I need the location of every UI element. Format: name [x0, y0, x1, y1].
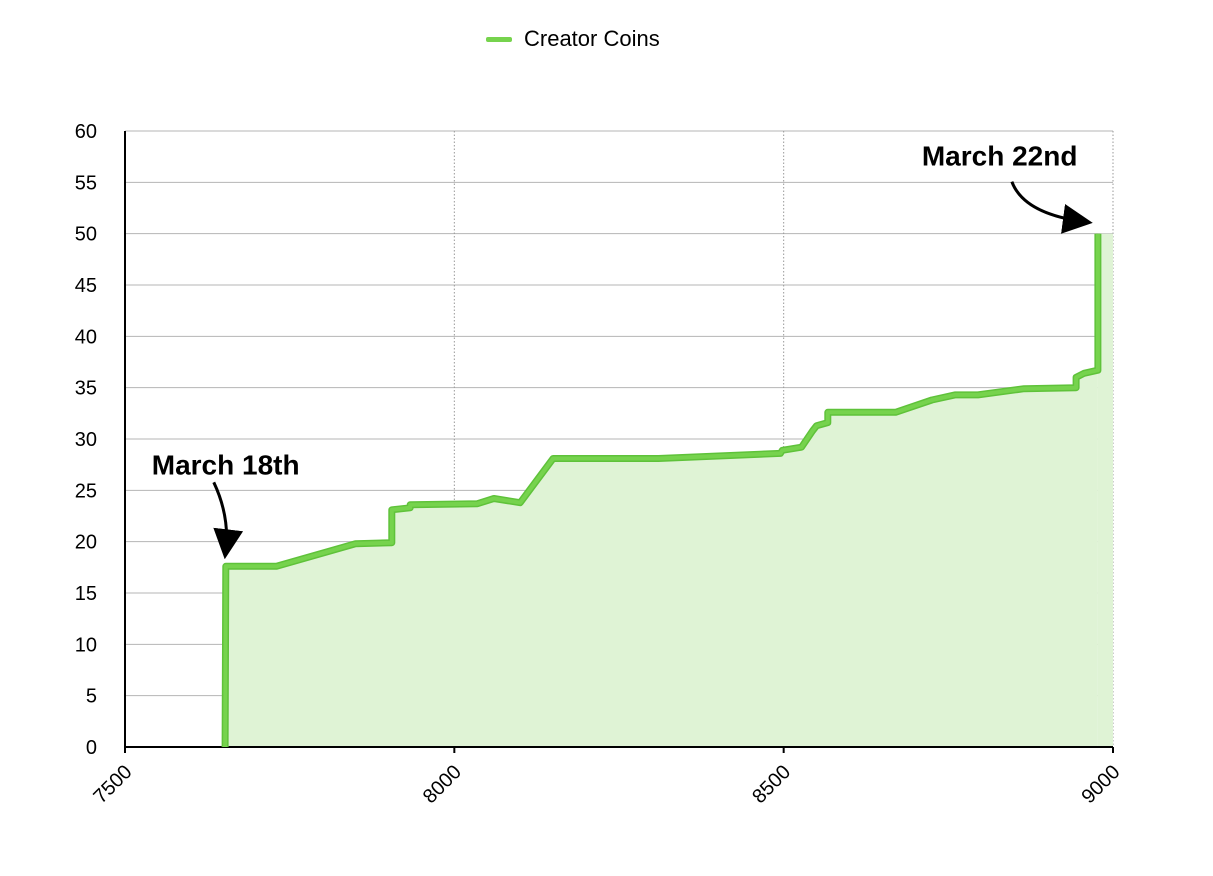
- x-tick-label: 8000: [419, 761, 466, 808]
- y-tick-label: 35: [75, 378, 97, 400]
- annotation-arrow-march-22nd: [1010, 181, 1093, 234]
- legend-swatch-creator-coins: [486, 36, 512, 42]
- y-tick-label: 0: [86, 737, 97, 759]
- x-tick-label: 9000: [1078, 761, 1125, 808]
- y-tick-label: 25: [75, 480, 97, 502]
- annotation-march-18th: March 18th: [152, 449, 300, 480]
- x-tick-label: 8500: [748, 761, 795, 808]
- y-tick-label: 50: [75, 224, 97, 246]
- annotation-arrow-march-18th: [212, 481, 244, 560]
- y-tick-label: 55: [75, 172, 97, 194]
- y-tick-label: 30: [75, 429, 97, 451]
- y-tick-label: 45: [75, 275, 97, 297]
- legend: Creator Coins: [486, 24, 660, 54]
- x-tick-label: 7500: [90, 761, 137, 808]
- y-tick-label: 60: [75, 121, 97, 143]
- series-line-creator-coins: [223, 233, 1100, 748]
- legend-label-creator-coins: Creator Coins: [524, 26, 660, 51]
- area-fill: [225, 233, 1098, 747]
- annotation-march-22nd: March 22nd: [922, 141, 1078, 172]
- y-tick-label: 5: [86, 686, 97, 708]
- area-fill-edge: [1097, 233, 1113, 747]
- y-tick-label: 20: [75, 532, 97, 554]
- y-tick-label: 10: [75, 634, 97, 656]
- y-tick-label: 15: [75, 583, 97, 605]
- y-tick-label: 40: [75, 326, 97, 348]
